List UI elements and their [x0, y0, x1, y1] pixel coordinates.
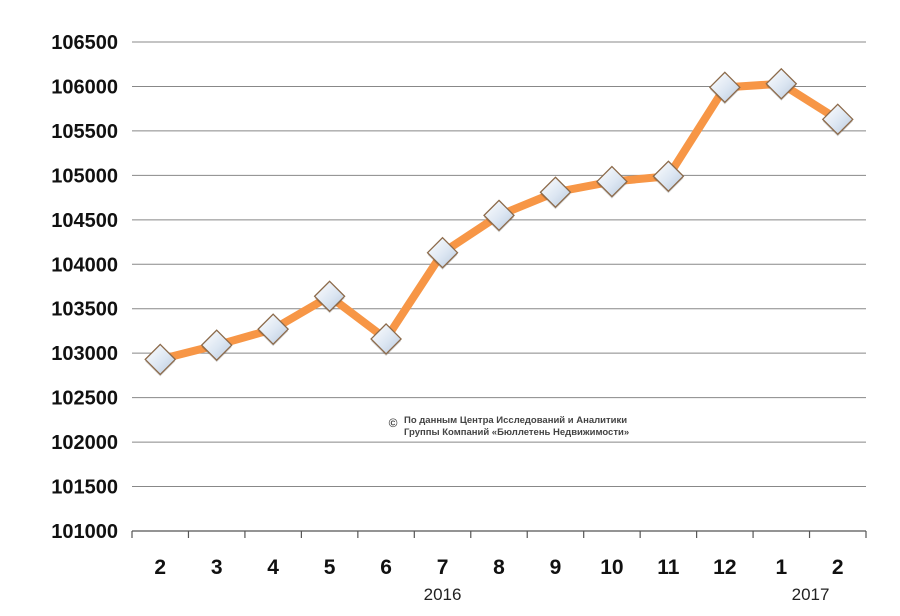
y-tick-label: 106500: [51, 32, 118, 54]
copyright-symbol: ©: [389, 416, 398, 430]
y-tick-label: 106000: [51, 76, 118, 98]
data-point-marker: [821, 103, 854, 136]
data-point-marker: [539, 176, 572, 209]
data-point-marker: [200, 329, 233, 362]
y-tick-label: 102000: [51, 432, 118, 454]
data-point-marker: [708, 71, 741, 104]
y-tick-label: 104500: [51, 210, 118, 232]
y-tick-label: 101000: [51, 521, 118, 543]
axes: [131, 530, 867, 538]
data-point-marker: [596, 165, 628, 198]
x-tick-label: 2: [154, 556, 166, 579]
source-annotation: © По данным Центра Исследований и Аналит…: [389, 415, 630, 438]
y-tick-label: 105000: [51, 165, 118, 187]
data-point-marker: [426, 236, 459, 269]
y-tick-label: 103000: [51, 343, 118, 365]
x-tick-label: 2: [832, 556, 844, 579]
x-tick-label: 7: [437, 556, 449, 579]
y-tick-label: 104000: [51, 254, 118, 276]
x-tick-label: 12: [713, 556, 736, 579]
source-note-line-2: Группы Компаний «Бюллетень Недвижимости»: [404, 427, 629, 438]
series-markers: [144, 67, 854, 377]
x-tick-label: 3: [211, 556, 223, 579]
data-point-marker: [257, 313, 290, 346]
data-point-marker: [652, 160, 685, 193]
y-tick-label: 105500: [51, 121, 118, 143]
x-tick-label: 10: [600, 556, 623, 579]
x-tick-label: 1: [775, 556, 787, 579]
x-tick-label: 8: [493, 556, 505, 579]
data-point-marker: [144, 343, 177, 376]
x-tick-label: 6: [380, 556, 392, 579]
data-point-marker: [313, 280, 346, 313]
y-axis-ticks: 101000 101500 102000 102500 103000 103500 1040…: [51, 32, 118, 543]
year-label-2016: 2016: [424, 585, 462, 604]
y-tick-label: 102500: [51, 388, 118, 410]
x-tick-label: 11: [657, 556, 680, 579]
x-tick-label: 9: [550, 556, 562, 579]
data-point-marker: [765, 67, 798, 100]
data-point-marker: [483, 199, 515, 232]
data-point-marker: [370, 323, 402, 355]
source-note-line-1: По данным Центра Исследований и Аналитик…: [404, 415, 627, 426]
y-tick-label: 103500: [51, 299, 118, 321]
x-tick-label: 5: [324, 556, 336, 579]
y-tick-label: 101500: [51, 477, 118, 499]
year-label-2017: 2017: [792, 585, 830, 604]
x-tick-label: 4: [267, 556, 279, 579]
